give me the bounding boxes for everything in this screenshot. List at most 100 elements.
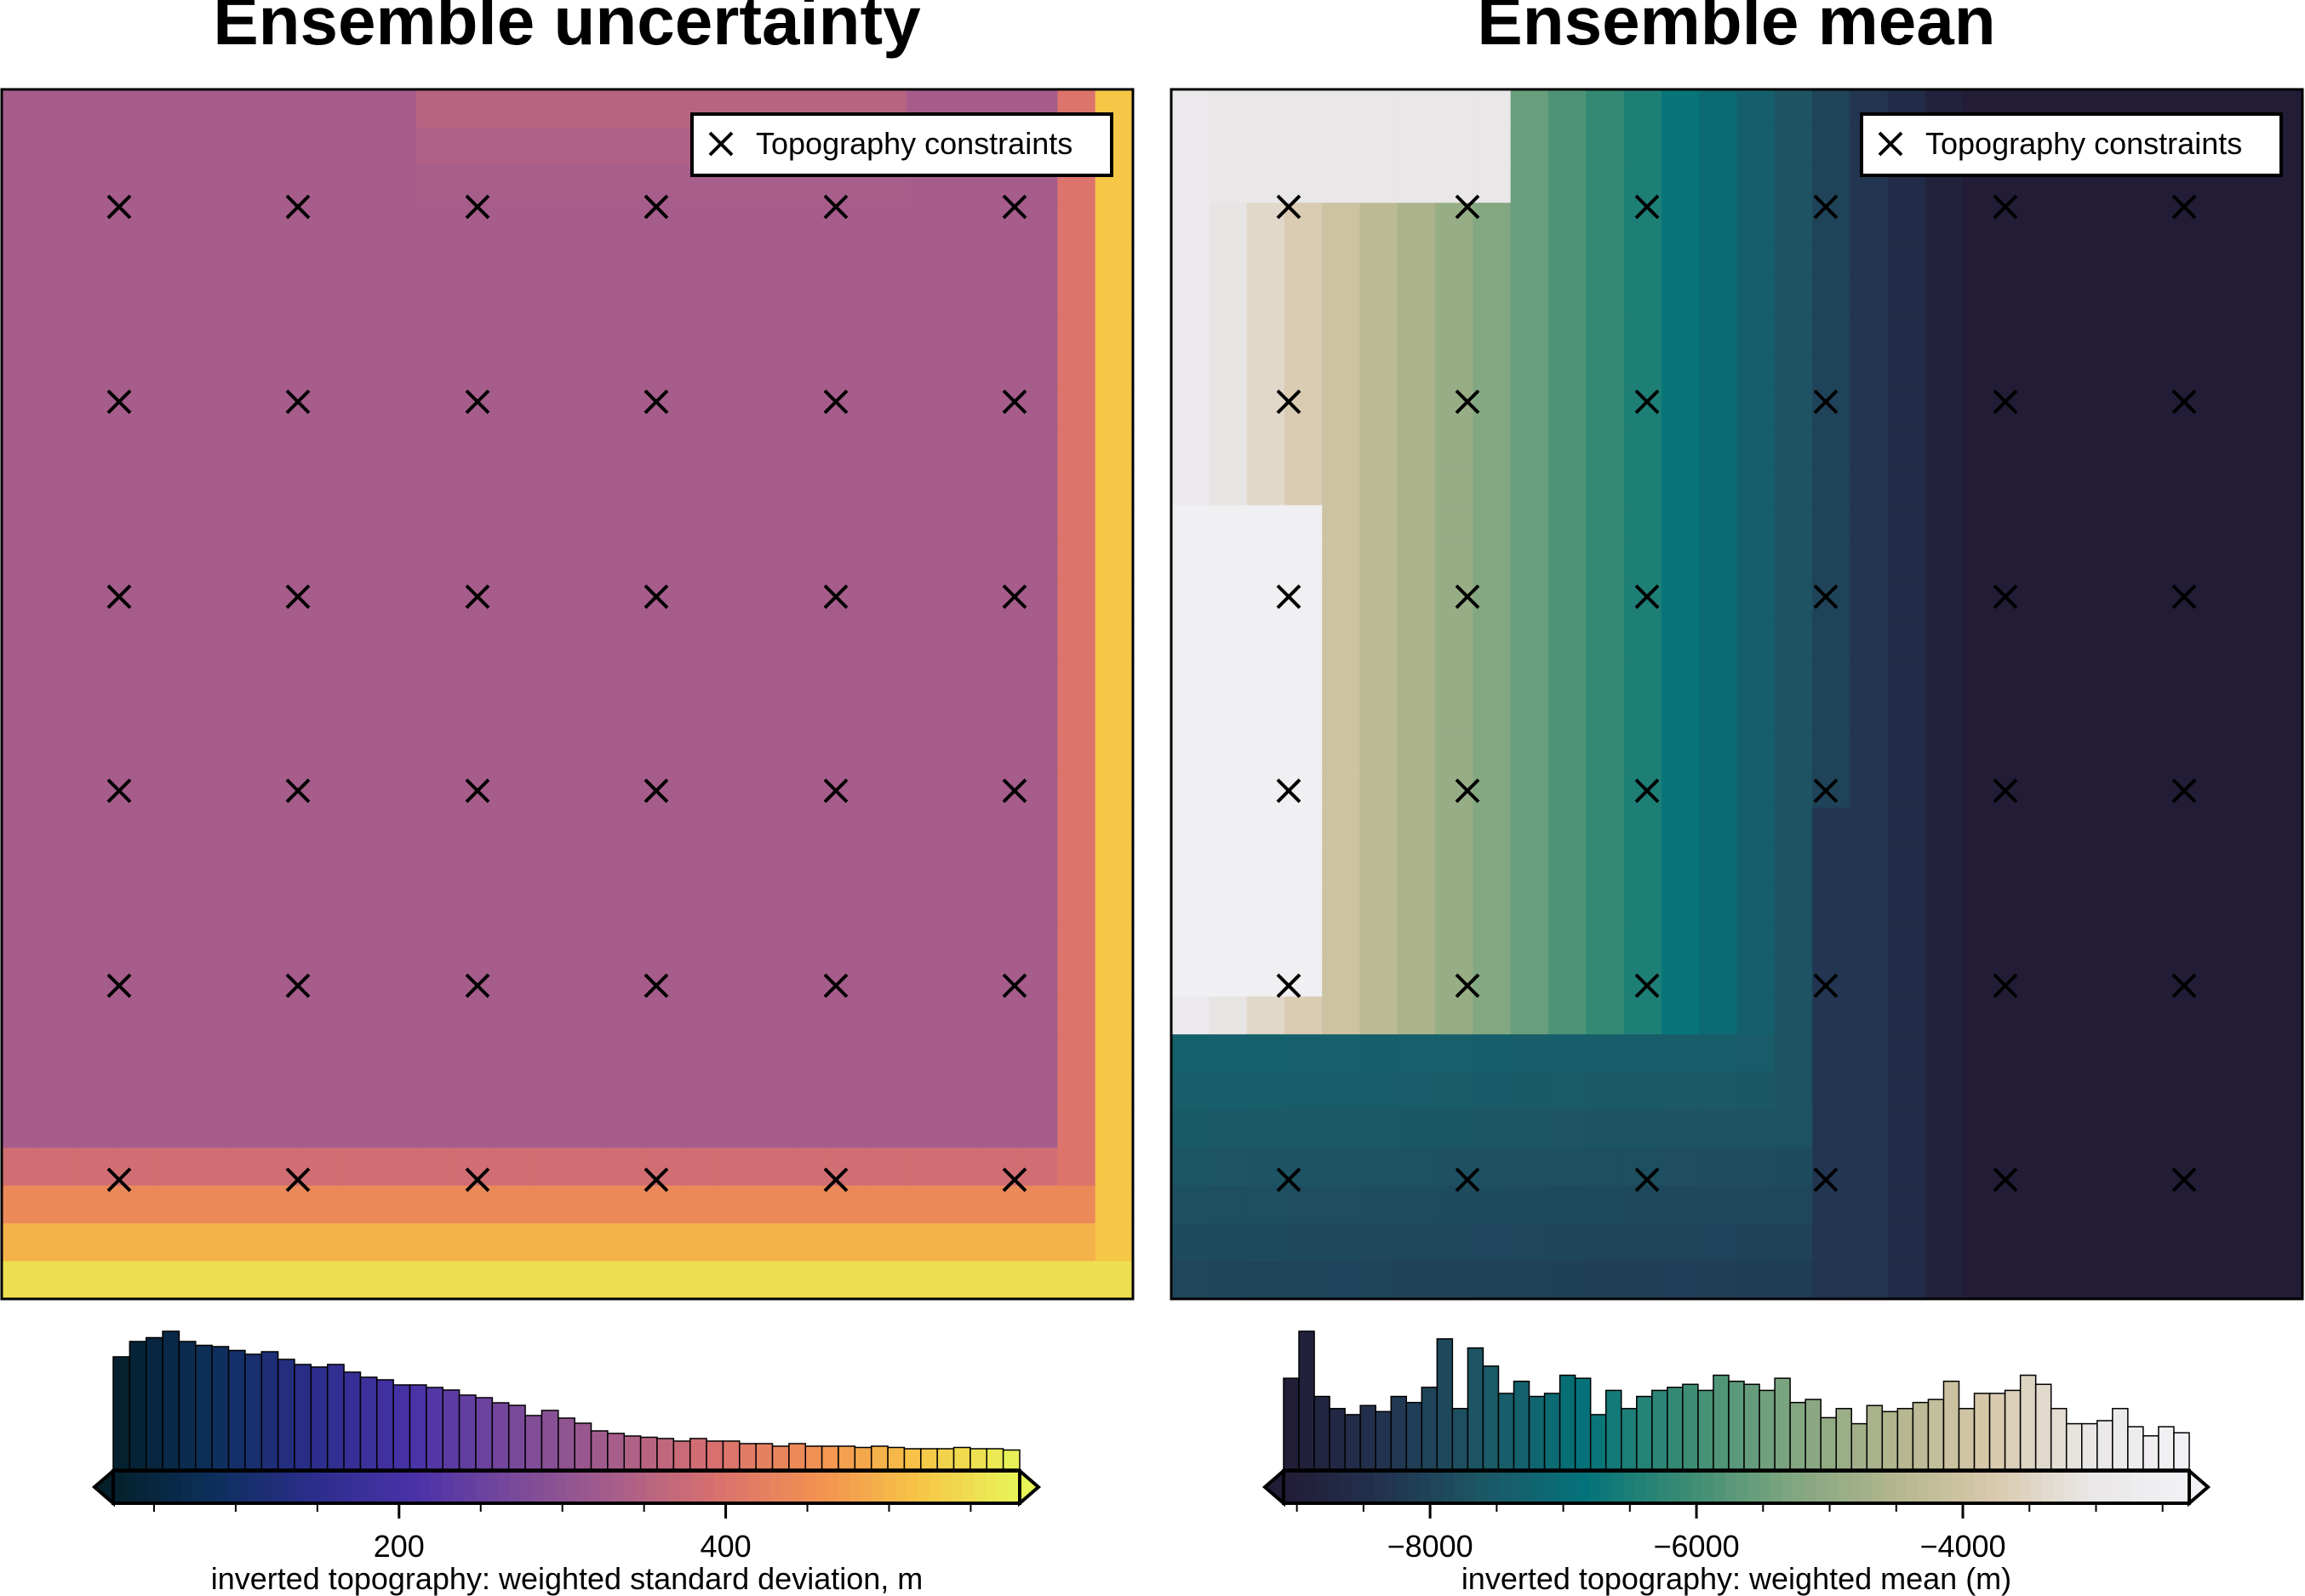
uncertainty-cell <box>266 240 304 279</box>
mean-cell <box>2113 1109 2153 1148</box>
uncertainty-cell <box>152 694 192 733</box>
mean-cell <box>1284 996 1323 1035</box>
mean-cell <box>1699 656 1738 695</box>
mean-cell <box>1246 731 1285 770</box>
mean-cell <box>2038 1072 2077 1111</box>
mean-cell <box>1171 996 1210 1035</box>
mean-constraint-x-icon <box>1813 778 1839 804</box>
uncertainty-cell <box>2 656 40 695</box>
mean-cell <box>1359 920 1398 959</box>
mean-cell <box>2000 807 2039 846</box>
mean-cell <box>1435 278 1473 317</box>
uncertainty-cell <box>604 392 643 431</box>
mean-histogram-bar <box>2081 1422 2098 1470</box>
mean-cell <box>2076 240 2115 279</box>
mean-cell <box>2227 1034 2266 1073</box>
uncertainty-cell <box>39 240 78 279</box>
mean-cell <box>1209 769 1248 809</box>
mean-cell <box>1397 807 1436 846</box>
mean-cell <box>2189 353 2228 392</box>
uncertainty-cell <box>793 316 832 355</box>
uncertainty-cell <box>604 429 643 468</box>
mean-cell <box>1397 127 1436 166</box>
uncertainty-cell <box>604 807 643 846</box>
mean-cell <box>1171 920 1210 959</box>
mean-cell <box>2000 1109 2039 1148</box>
uncertainty-cell <box>981 618 1021 657</box>
mean-cell <box>1397 581 1436 620</box>
mean-cell <box>1171 203 1210 242</box>
mean-cell <box>1284 883 1323 922</box>
uncertainty-cell <box>756 1109 794 1148</box>
mean-cell <box>1284 278 1323 317</box>
uncertainty-cell <box>416 164 455 203</box>
mean-cell <box>1887 316 1926 355</box>
mean-cell <box>2000 731 2039 770</box>
uncertainty-cell <box>756 467 794 506</box>
uncertainty-histogram-bar <box>854 1446 872 1470</box>
mean-cell <box>2113 316 2153 355</box>
uncertainty-cell <box>529 127 569 166</box>
uncertainty-cell <box>491 1072 530 1111</box>
mean-cell <box>1586 240 1625 279</box>
uncertainty-cell <box>39 1109 78 1148</box>
uncertainty-colorbar-segment <box>986 1471 998 1503</box>
uncertainty-cell <box>491 164 530 203</box>
mean-cell <box>1963 694 2002 733</box>
uncertainty-cell <box>907 1223 946 1262</box>
uncertainty-cell <box>77 1223 116 1262</box>
uncertainty-colorbar-segment <box>328 1471 340 1503</box>
uncertainty-cell <box>77 240 116 279</box>
mean-cell <box>2227 883 2266 922</box>
uncertainty-cell <box>152 353 192 392</box>
mean-cell <box>1623 883 1662 922</box>
uncertainty-colorbar-segment <box>963 1471 975 1503</box>
uncertainty-histogram-bar <box>294 1364 312 1470</box>
mean-cell <box>1209 694 1248 733</box>
uncertainty-cell <box>190 996 229 1035</box>
uncertainty-cell <box>77 920 116 959</box>
uncertainty-cell <box>907 807 946 846</box>
uncertainty-cell <box>114 883 153 922</box>
uncertainty-histogram-bar <box>541 1410 559 1470</box>
mean-cell <box>2113 996 2153 1035</box>
uncertainty-cell <box>77 89 116 129</box>
uncertainty-cell <box>868 240 907 279</box>
mean-legend-box <box>1860 112 2283 177</box>
mean-cell <box>1359 618 1398 657</box>
mean-cell <box>1736 353 1776 392</box>
mean-histogram-bar <box>1283 1377 1300 1470</box>
uncertainty-cell <box>907 694 946 733</box>
mean-cell <box>1736 467 1776 506</box>
uncertainty-cell <box>793 1109 832 1148</box>
uncertainty-cell <box>2 845 40 884</box>
mean-cell <box>1774 996 1813 1035</box>
uncertainty-cell <box>907 542 946 581</box>
mean-histogram-bar <box>1329 1408 1346 1470</box>
mean-cell <box>1623 127 1662 166</box>
mean-cell <box>2113 240 2153 279</box>
uncertainty-cell <box>379 89 417 129</box>
mean-cell <box>1963 1109 2002 1148</box>
uncertainty-cell <box>831 1261 870 1300</box>
mean-histogram-bar <box>1896 1408 1914 1470</box>
uncertainty-cell <box>1057 920 1096 959</box>
uncertainty-cell <box>379 164 417 203</box>
uncertainty-cell <box>1020 958 1058 998</box>
uncertainty-cell <box>1057 392 1096 431</box>
uncertainty-cell <box>416 127 455 166</box>
mean-cell <box>1397 845 1436 884</box>
mean-colorbar-segment <box>2053 1471 2066 1503</box>
uncertainty-cell <box>340 392 380 431</box>
uncertainty-cell <box>1095 807 1134 846</box>
uncertainty-histogram-bar <box>952 1446 971 1470</box>
uncertainty-cell <box>491 845 530 884</box>
uncertainty-cell <box>152 920 192 959</box>
mean-cell <box>1887 542 1926 581</box>
uncertainty-cell <box>529 883 569 922</box>
uncertainty-colorbar-segment <box>521 1471 534 1503</box>
uncertainty-colorbar-segment <box>758 1471 771 1503</box>
uncertainty-cell <box>718 845 757 884</box>
mean-cell <box>2000 542 2039 581</box>
uncertainty-cell <box>2 505 40 544</box>
